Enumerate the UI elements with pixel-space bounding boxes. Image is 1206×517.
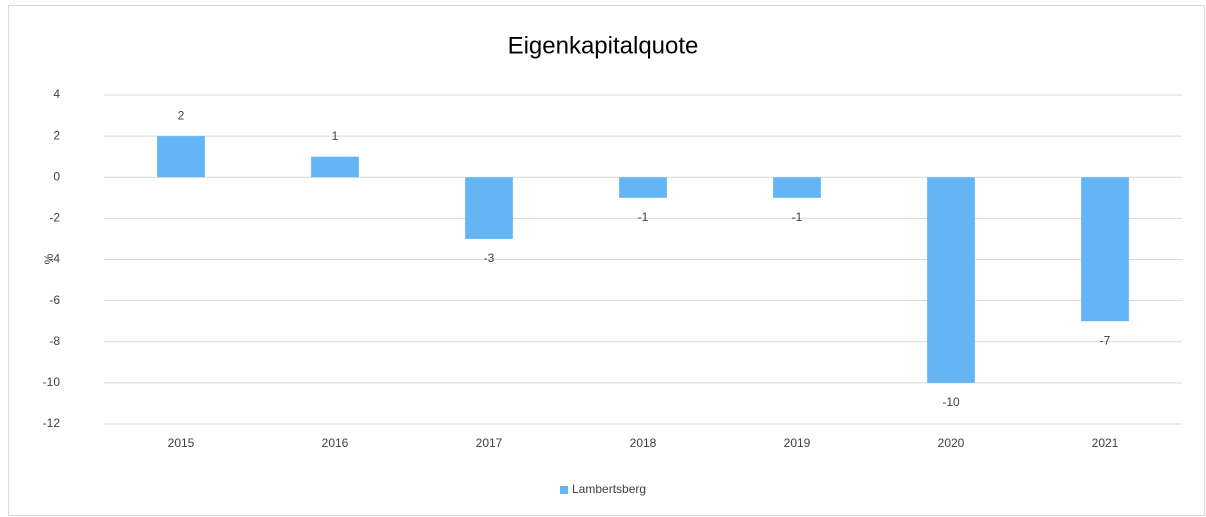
y-tick-label: -6 xyxy=(49,293,60,307)
y-tick-label: -12 xyxy=(43,416,61,430)
y-tick-label: 0 xyxy=(53,169,60,183)
x-tick-label: 2016 xyxy=(322,436,349,450)
bar xyxy=(157,136,205,178)
y-tick-label: -10 xyxy=(43,375,61,389)
x-tick-label: 2021 xyxy=(1092,436,1119,450)
legend-swatch xyxy=(560,486,568,494)
data-label: 1 xyxy=(332,129,339,143)
data-label: -1 xyxy=(792,210,803,224)
data-label: 2 xyxy=(178,108,185,122)
x-tick-label: 2020 xyxy=(938,436,965,450)
x-tick-label: 2019 xyxy=(784,436,811,450)
bar xyxy=(773,177,821,198)
bar xyxy=(1081,177,1129,322)
y-tick-label: 4 xyxy=(53,87,60,101)
y-axis-label: % xyxy=(42,253,56,264)
legend-label: Lambertsberg xyxy=(572,482,646,496)
bar xyxy=(311,156,359,178)
y-tick-label: -8 xyxy=(49,334,60,348)
data-label: -10 xyxy=(942,395,960,409)
y-tick-label: -4 xyxy=(49,252,60,266)
bar xyxy=(927,177,975,383)
bar xyxy=(465,177,513,239)
x-tick-label: 2018 xyxy=(630,436,657,450)
y-tick-label: -2 xyxy=(49,211,60,225)
data-label: -3 xyxy=(484,251,495,265)
y-tick-label: 2 xyxy=(53,128,60,142)
data-label: -7 xyxy=(1100,333,1111,347)
x-tick-label: 2015 xyxy=(168,436,195,450)
chart-title: Eigenkapitalquote xyxy=(508,32,699,59)
x-tick-label: 2017 xyxy=(476,436,503,450)
bar xyxy=(619,177,667,198)
chart-border xyxy=(8,5,1205,516)
data-label: -1 xyxy=(638,210,649,224)
